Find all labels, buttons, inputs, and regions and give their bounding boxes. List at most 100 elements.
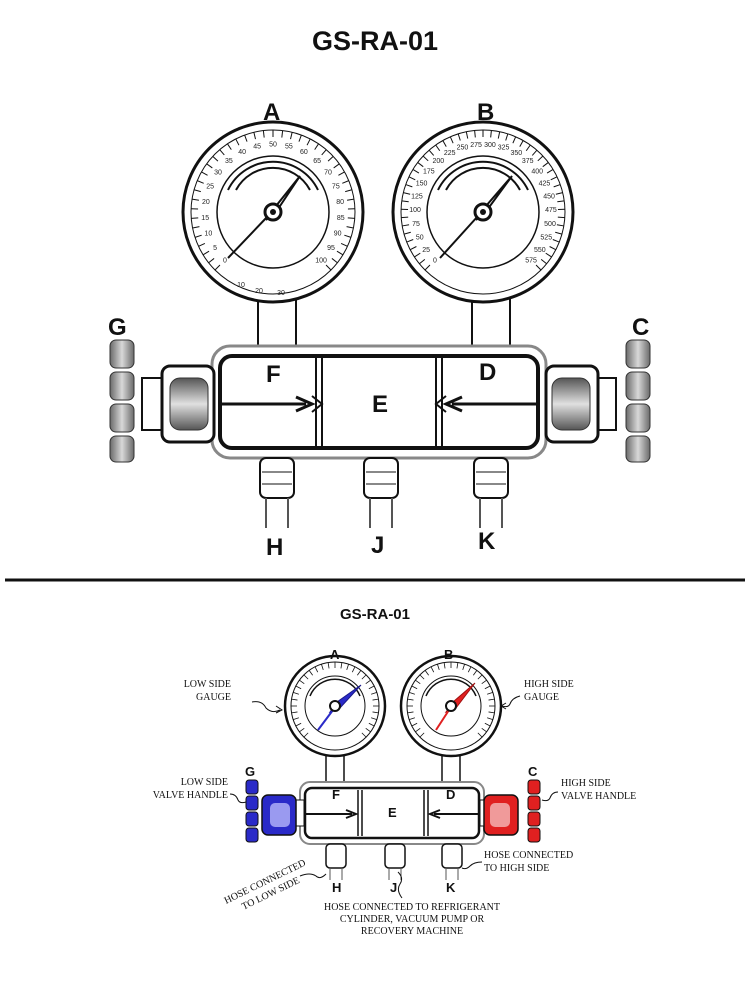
gauge-tick	[340, 242, 348, 247]
label-f-small: F	[332, 787, 340, 802]
label-j: J	[371, 532, 384, 559]
gauge-scale-label: 300	[484, 142, 496, 149]
gauge-tick	[484, 722, 491, 727]
gauge-scale-label: 5	[213, 245, 217, 252]
gauge-scale-label: 80	[336, 199, 344, 206]
gauge-tick	[424, 264, 431, 271]
gauge-scale-label: 450	[543, 193, 555, 200]
gauge-scale-label: 425	[539, 180, 551, 187]
low-side-valve-handle-bottom	[245, 779, 305, 843]
gauge-tick	[412, 168, 420, 174]
gauge-scale-label: 60	[300, 149, 308, 156]
gauge-tick	[407, 711, 414, 714]
gauge-tick	[481, 679, 487, 684]
gauge-tick	[331, 258, 338, 264]
gauge-scale-label: 400	[531, 168, 543, 175]
gauge-tick	[456, 662, 459, 669]
gauge-tick	[338, 171, 345, 176]
gauge-tick	[336, 250, 344, 256]
gauge-scale-label: 50	[416, 234, 424, 241]
gauge-tick	[546, 168, 554, 174]
gauge-tick	[462, 664, 465, 670]
bottom-diagram: A B C D E F G H J K LOW SIDE GAUGE HIGH …	[153, 647, 637, 937]
gauge-tick	[293, 692, 299, 695]
gauge-tick	[368, 722, 375, 727]
high-valve-note-1: HIGH SIDE	[561, 778, 611, 789]
gauge-tick	[411, 685, 418, 690]
low-gauge-note-2: GAUGE	[196, 692, 231, 703]
gauge-tick	[422, 155, 429, 162]
gauge-scale-label: 525	[540, 234, 552, 241]
gauge-tick	[321, 664, 324, 670]
gauge-tick	[556, 224, 564, 227]
low-side-gauge-bottom	[283, 654, 387, 758]
gauge-tick	[401, 200, 409, 203]
gauge-tick	[477, 674, 483, 680]
gauge-tick	[408, 176, 416, 181]
gauge-tick	[347, 217, 355, 219]
label-a-small: A	[330, 647, 340, 662]
label-f: F	[266, 361, 281, 388]
gauge-tick	[361, 674, 367, 680]
low-valve-note-1: LOW SIDE	[181, 777, 228, 788]
gauge-scale-label: 25	[206, 183, 214, 190]
gauge-tick	[467, 666, 472, 673]
gauge-tick	[327, 155, 334, 162]
hose-j-note-2: CYLINDER, VACUUM PUMP OR	[340, 914, 485, 925]
hose-high-note-1: HOSE CONNECTED	[484, 850, 573, 861]
gauge-tick	[293, 717, 299, 720]
gauge-tick	[403, 192, 411, 195]
gauge-tick	[314, 666, 319, 673]
high-valve-note-2: VALVE HANDLE	[561, 791, 636, 802]
gauge-tick	[487, 692, 493, 695]
gauge-tick	[306, 138, 311, 146]
gauge-tick	[403, 231, 411, 235]
gauge-tick	[430, 666, 435, 673]
high-side-gauge-bottom	[399, 654, 503, 758]
gauge-tick	[550, 176, 558, 181]
label-k: K	[478, 528, 496, 555]
gauge-scale-label: 10	[204, 231, 212, 238]
gauge-scale-label: 45	[253, 143, 261, 150]
gauge-tick	[442, 140, 447, 147]
label-h: H	[266, 534, 283, 561]
gauge-tick	[490, 130, 492, 138]
gauge-tick	[542, 162, 549, 168]
gauge-tick	[549, 246, 557, 251]
hose-j-note-3: RECOVERY MACHINE	[361, 926, 463, 937]
gauge-scale-label: 500	[544, 221, 556, 228]
label-d: D	[479, 359, 496, 386]
hose-high-note-2: TO HIGH SIDE	[484, 863, 549, 874]
gauge-scale-label: 95	[327, 245, 335, 252]
gauge-tick	[540, 258, 547, 265]
gauge-scale-label: 375	[522, 158, 534, 165]
gauge-tick	[192, 226, 200, 229]
high-side-valve-handle-bottom	[479, 779, 541, 843]
gauge-tick	[531, 149, 538, 156]
gauge-tick	[417, 162, 424, 168]
gauge-tick	[333, 163, 340, 169]
gauge-tick	[409, 692, 415, 695]
label-b-small: B	[444, 647, 453, 662]
gauge-tick	[488, 711, 495, 714]
gauge-scale-label: 225	[444, 150, 456, 157]
gauge-tick	[535, 264, 542, 271]
gauge-tick	[443, 662, 446, 669]
gauge-tick	[405, 184, 413, 188]
gauge-tick	[314, 143, 319, 150]
gauge-scale-label: 325	[498, 145, 510, 152]
gauge-vacuum-label: 20	[255, 288, 263, 295]
gauge-tick	[474, 130, 476, 138]
gauge-scale-label: 350	[510, 150, 522, 157]
gauge-scale-label: 65	[313, 158, 321, 165]
gauge-tick	[402, 224, 410, 227]
hose-ports-top	[259, 457, 509, 528]
gauge-tick	[197, 180, 204, 184]
gauge-tick	[227, 143, 232, 150]
hose-j-note-1: HOSE CONNECTED TO REFRIGERANT	[324, 902, 500, 913]
gauge-tick	[372, 711, 379, 714]
gauge-scale-label: 150	[416, 180, 428, 187]
